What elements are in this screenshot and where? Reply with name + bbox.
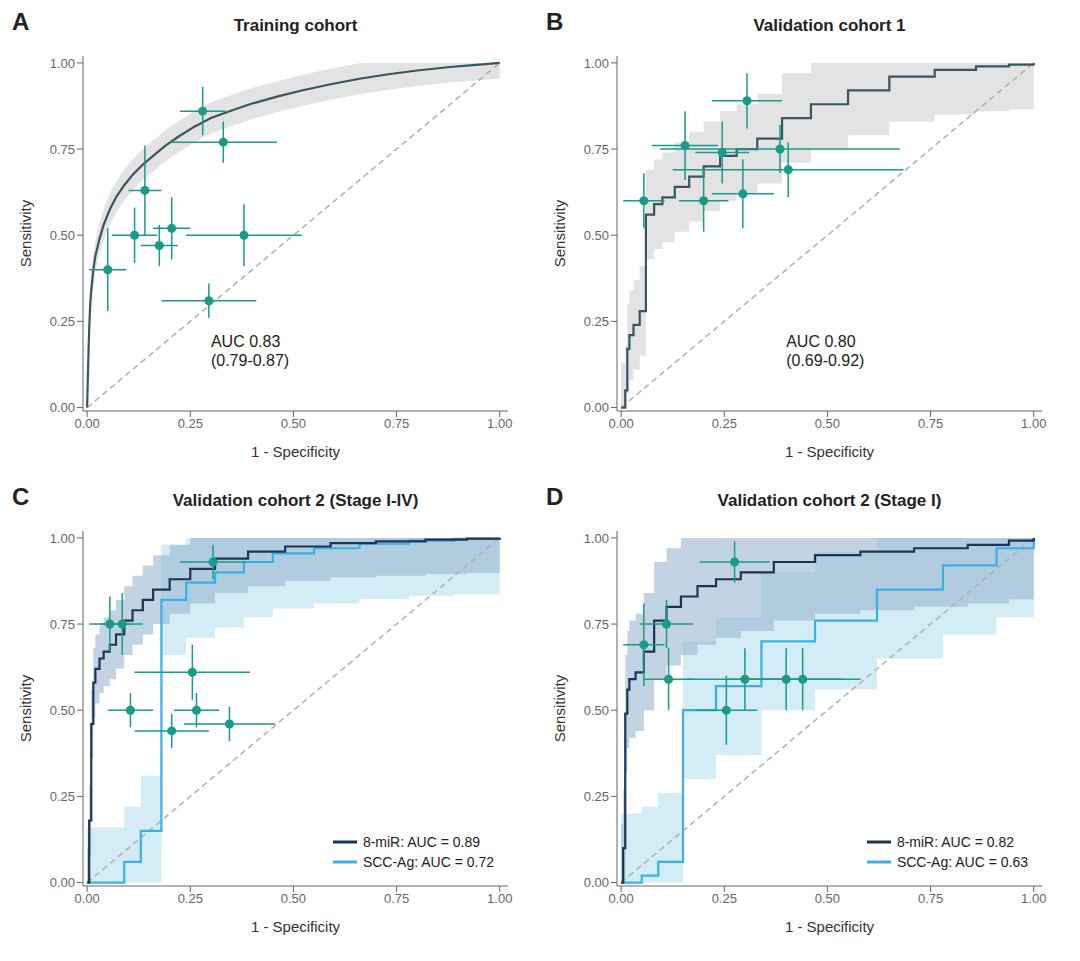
svg-text:0.75: 0.75 [384,891,409,906]
svg-text:1.00: 1.00 [487,416,512,431]
html-text:SCC-Ag: AUC = 0.72: SCC-Ag: AUC = 0.72 [362,854,494,870]
svg-text:0.50: 0.50 [50,703,75,718]
html-text:A: A [12,8,30,35]
svg-text:0.75: 0.75 [50,617,75,632]
svg-text:0.75: 0.75 [918,891,943,906]
svg-text:0.25: 0.25 [712,891,737,906]
svg-text:0.50: 0.50 [584,703,609,718]
svg-text:Sensitivity: Sensitivity [17,674,34,742]
svg-text:0.25: 0.25 [178,416,203,431]
svg-text:0.25: 0.25 [50,314,75,329]
svg-text:0.00: 0.00 [50,400,75,415]
svg-text:1.00: 1.00 [584,531,609,546]
svg-text:0.50: 0.50 [281,416,306,431]
html-text:8-miR: AUC = 0.82: 8-miR: AUC = 0.82 [896,834,1014,850]
svg-text:0.75: 0.75 [50,142,75,157]
svg-text:1.00: 1.00 [1021,891,1046,906]
svg-text:0.75: 0.75 [584,617,609,632]
svg-text:1.00: 1.00 [50,531,75,546]
html-text:8-miR: AUC = 0.89: 8-miR: AUC = 0.89 [362,834,480,850]
svg-text:1 - Specificity: 1 - Specificity [785,918,875,935]
svg-text:Sensitivity: Sensitivity [551,674,568,742]
html-text:C: C [12,483,30,510]
html-text:D: D [546,483,564,510]
html-text:Validation cohort 2 (Stage I): Validation cohort 2 (Stage I) [717,491,942,510]
svg-text:1.00: 1.00 [584,56,609,71]
svg-text:0.25: 0.25 [50,789,75,804]
svg-text:0.50: 0.50 [50,228,75,243]
html-text:SCC-Ag: AUC = 0.63: SCC-Ag: AUC = 0.63 [896,854,1028,870]
svg-text:0.50: 0.50 [815,416,840,431]
html-text:B: B [546,8,564,35]
svg-text:AUC 0.83(0.79-0.87): AUC 0.83(0.79-0.87) [211,333,289,369]
svg-text:0.25: 0.25 [178,891,203,906]
svg-text:0.25: 0.25 [584,789,609,804]
svg-text:AUC 0.80(0.69-0.92): AUC 0.80(0.69-0.92) [786,333,864,369]
svg-text:0.50: 0.50 [815,891,840,906]
svg-text:0.00: 0.00 [584,400,609,415]
svg-text:1.00: 1.00 [50,56,75,71]
svg-text:0.75: 0.75 [384,416,409,431]
svg-text:0.25: 0.25 [584,314,609,329]
svg-text:0.75: 0.75 [918,416,943,431]
svg-text:0.25: 0.25 [712,416,737,431]
svg-text:0.00: 0.00 [50,875,75,890]
svg-text:Sensitivity: Sensitivity [551,199,568,267]
svg-text:0.00: 0.00 [74,416,99,431]
html-text:Validation cohort 1: Validation cohort 1 [753,16,906,35]
html-text:Training cohort: Training cohort [233,16,358,35]
svg-text:0.00: 0.00 [74,891,99,906]
svg-text:1 - Specificity: 1 - Specificity [251,443,341,460]
svg-text:1.00: 1.00 [487,891,512,906]
svg-text:0.50: 0.50 [281,891,306,906]
svg-text:0.00: 0.00 [608,891,633,906]
svg-text:1 - Specificity: 1 - Specificity [785,443,875,460]
svg-text:0.50: 0.50 [584,228,609,243]
svg-text:0.00: 0.00 [584,875,609,890]
svg-text:1 - Specificity: 1 - Specificity [251,918,341,935]
svg-text:0.00: 0.00 [608,416,633,431]
svg-text:0.75: 0.75 [584,142,609,157]
svg-text:1.00: 1.00 [1021,416,1046,431]
svg-text:Sensitivity: Sensitivity [17,199,34,267]
html-text:Validation cohort 2 (Stage I-I: Validation cohort 2 (Stage I-IV) [172,491,419,510]
